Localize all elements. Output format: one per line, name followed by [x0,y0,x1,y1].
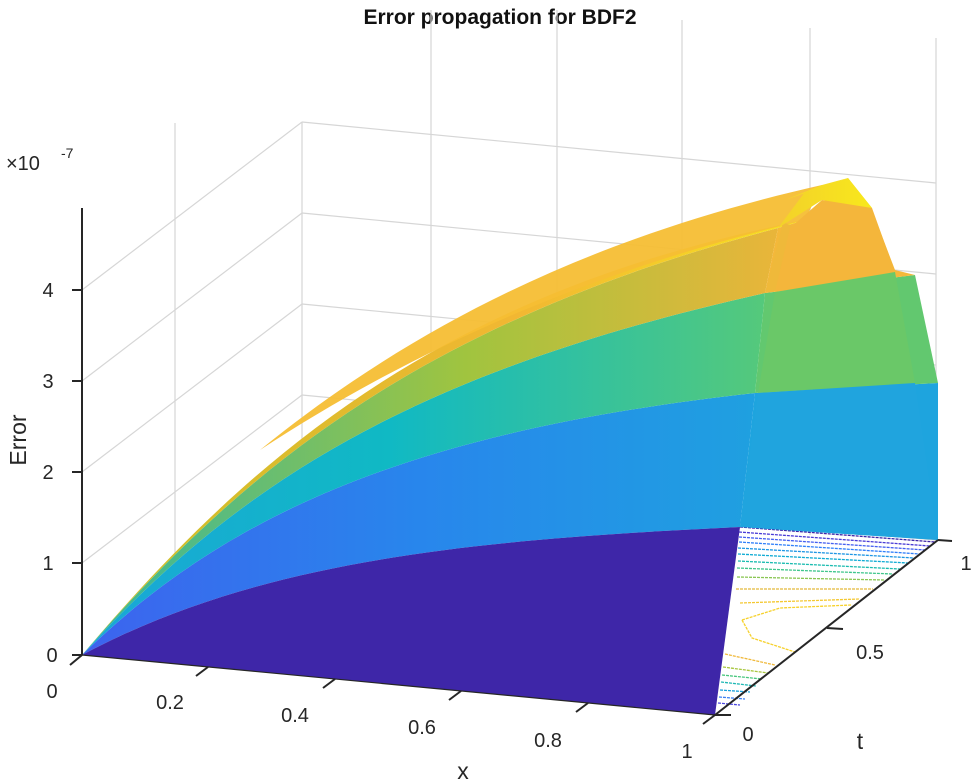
x-tick-labels: 0 0.2 0.4 0.6 0.8 1 [46,681,692,763]
svg-text:0: 0 [46,645,57,667]
z-exponent-label: ×10 -7 [6,145,74,175]
x-axis-line [81,654,716,716]
chart-title: Error propagation for BDF2 [363,6,636,29]
svg-text:3: 3 [42,371,53,393]
svg-text:4: 4 [42,280,53,302]
x-axis-label: x [457,758,469,782]
t-tick-labels: 0 0.5 1 [742,553,971,746]
x-ticks [69,654,716,725]
svg-text:0.4: 0.4 [281,705,309,727]
error-surface [82,178,938,715]
z-ticks [72,289,82,656]
svg-text:0.5: 0.5 [856,642,884,664]
svg-text:1: 1 [42,553,53,575]
svg-text:-7: -7 [61,145,74,161]
svg-text:×10: ×10 [6,153,40,175]
t-axis-label: t [857,728,864,754]
axes [69,208,953,725]
svg-text:0: 0 [46,681,57,703]
contour-projection [717,526,936,706]
svg-text:1: 1 [960,553,971,575]
z-axis-label: Error [5,414,31,465]
svg-text:0: 0 [742,724,753,746]
svg-text:0.2: 0.2 [156,692,184,714]
svg-text:0.8: 0.8 [534,730,562,752]
svg-text:0.6: 0.6 [408,717,436,739]
t-ticks [715,539,953,716]
svg-text:1: 1 [681,741,692,763]
svg-text:2: 2 [42,462,53,484]
z-tick-labels: 0 1 2 3 4 [42,280,57,667]
t-axis-line [714,539,939,716]
